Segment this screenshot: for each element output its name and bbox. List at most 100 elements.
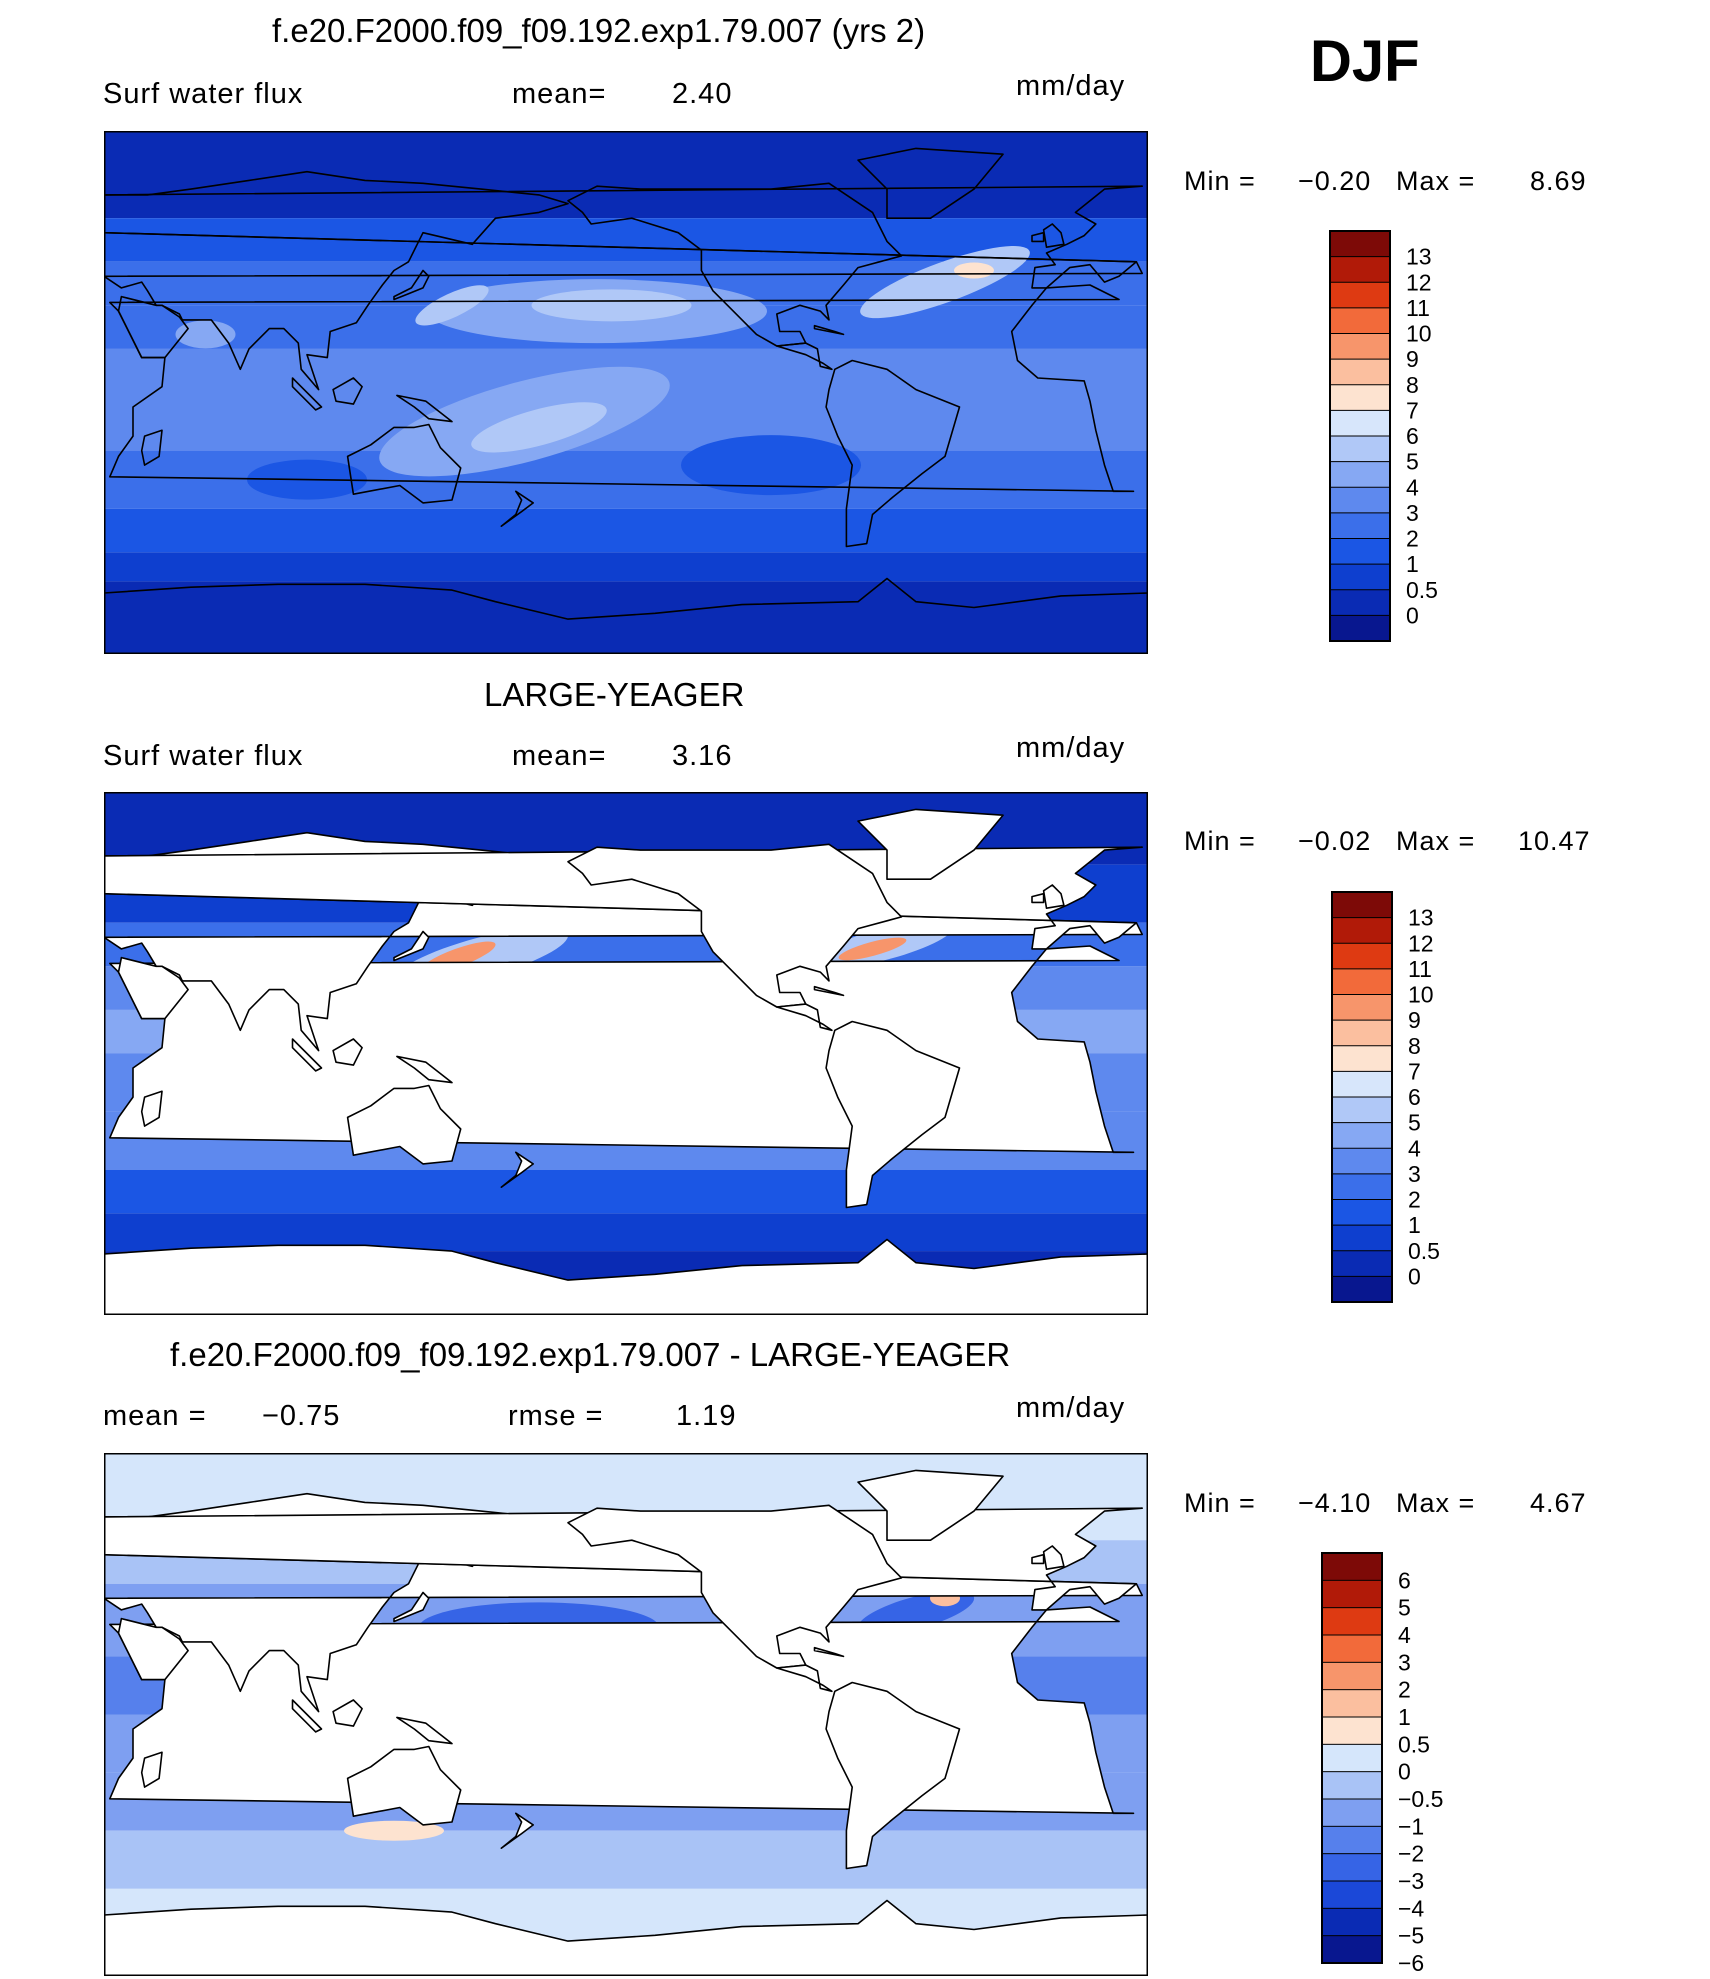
- colorbar-swatch: [1329, 307, 1391, 335]
- colorbar-tick-label: 6: [1398, 1567, 1411, 1593]
- colorbar-tick-label: −2: [1398, 1841, 1424, 1867]
- colorbar-tick-label: 0: [1408, 1263, 1421, 1289]
- colorbar-tick-label: 1: [1408, 1212, 1421, 1238]
- mean-label: mean=: [512, 78, 607, 110]
- colorbar-swatch: [1321, 1907, 1383, 1937]
- coastline-northAmerica: [567, 1504, 903, 1669]
- colorbar-swatch: [1331, 1250, 1393, 1278]
- map-observations: [104, 792, 1148, 1315]
- coastline-antarctica: [104, 1899, 1148, 1976]
- colorbar-swatch: [1329, 358, 1391, 386]
- coastline-madagascar: [140, 1751, 163, 1788]
- coastline-greenland: [857, 808, 1004, 880]
- rmse-value: 1.19: [676, 1400, 737, 1432]
- colorbar-tick-label: 3: [1398, 1649, 1411, 1675]
- units-label: mm/day: [1016, 732, 1126, 764]
- colorbar-tick-label: 13: [1408, 905, 1434, 931]
- season-label: DJF: [1310, 29, 1420, 94]
- colorbar-tick-label: −1: [1398, 1813, 1424, 1839]
- coastline-eurasia: [104, 170, 1143, 391]
- coastline-japan: [393, 269, 430, 301]
- colorbar-swatch: [1331, 917, 1393, 945]
- coastline-uk2: [1031, 1553, 1045, 1565]
- mean-label: mean=: [512, 740, 607, 772]
- colorbar-swatch: [1329, 384, 1391, 412]
- panel-title: f.e20.F2000.f09_f09.192.exp1.79.007 - LA…: [170, 1336, 1011, 1373]
- colorbar-swatch: [1329, 230, 1391, 258]
- coastline-newZealand: [500, 1812, 534, 1849]
- coastline-southAmerica: [825, 359, 961, 548]
- coastline-newGuinea: [396, 394, 453, 423]
- coastline-uk2: [1031, 231, 1045, 243]
- coastline-sumatra: [291, 377, 323, 411]
- colorbar-swatch: [1329, 512, 1391, 540]
- colorbar-tick-label: 4: [1398, 1622, 1411, 1648]
- colorbar-tick-label: 0: [1406, 602, 1419, 628]
- colorbar-swatch: [1329, 589, 1391, 617]
- panel-title: LARGE-YEAGER: [484, 676, 745, 713]
- colorbar-tick-label: 5: [1406, 449, 1419, 475]
- max-value: 10.47: [1518, 826, 1591, 856]
- colorbar-swatch: [1321, 1743, 1383, 1773]
- colorbar-tick-label: 0.5: [1398, 1731, 1430, 1757]
- colorbar-swatch: [1329, 281, 1391, 309]
- colorbar-swatch: [1329, 256, 1391, 284]
- min-value: −0.02: [1298, 826, 1372, 856]
- colorbar-swatch: [1321, 1661, 1383, 1691]
- rmse-label: rmse =: [508, 1400, 604, 1432]
- coastline-borneo: [332, 1699, 363, 1727]
- colorbar-swatch: [1329, 614, 1391, 642]
- colorbar-tick-label: 8: [1408, 1033, 1421, 1059]
- colorbar-tick-label: 9: [1408, 1007, 1421, 1033]
- colorbar-swatch: [1331, 1019, 1393, 1047]
- coastline-arabia: [117, 1617, 189, 1681]
- colorbar-tick-label: 2: [1406, 526, 1419, 552]
- colorbar-swatch: [1329, 563, 1391, 591]
- coastline-antarctica: [104, 577, 1148, 654]
- coastline-newZealand: [500, 490, 534, 527]
- colorbar-swatch: [1331, 968, 1393, 996]
- min-value: −0.20: [1298, 166, 1372, 196]
- colorbar-tick-label: −4: [1398, 1895, 1424, 1921]
- coastline-madagascar: [140, 1090, 163, 1127]
- colorbar-tick-label: 12: [1406, 269, 1432, 295]
- min-label: Min =: [1184, 166, 1256, 196]
- coastline-arabia: [117, 295, 189, 359]
- colorbar-tick-label: 0.5: [1406, 577, 1438, 603]
- coastline-cuba: [813, 1646, 845, 1658]
- coastline-newGuinea: [396, 1716, 453, 1745]
- min-value: −4.10: [1298, 1488, 1372, 1518]
- colorbar-swatch: [1329, 538, 1391, 565]
- colorbar-tick-label: 0: [1398, 1759, 1411, 1785]
- coastline-antarctica: [104, 1238, 1148, 1315]
- max-label: Max =: [1396, 166, 1476, 196]
- colorbar-tick-label: −0.5: [1398, 1786, 1443, 1812]
- colorbar-swatch: [1329, 461, 1391, 489]
- coastline-sumatra: [291, 1038, 323, 1072]
- max-value: 4.67: [1530, 1488, 1587, 1518]
- coastline-australia: [346, 1084, 462, 1165]
- colorbar-tick-label: 11: [1406, 295, 1430, 321]
- coastline-africa: [109, 284, 1135, 493]
- coastline-europeWest: [104, 185, 1143, 289]
- map-difference: [104, 1453, 1148, 1976]
- min-label: Min =: [1184, 1488, 1256, 1518]
- colorbar-swatch: [1321, 1771, 1383, 1800]
- colorbar-tick-label: 0.5: [1408, 1238, 1440, 1264]
- colorbar-tick-label: 11: [1408, 956, 1432, 982]
- colorbar-swatch: [1321, 1607, 1383, 1636]
- colorbar-swatch: [1331, 942, 1393, 970]
- colorbar-swatch: [1329, 409, 1391, 437]
- colorbar-tick-label: 9: [1406, 346, 1419, 372]
- colorbar-swatch: [1331, 1224, 1393, 1252]
- colorbar-tick-label: 1: [1406, 551, 1419, 577]
- coastline-centralAmerica: [776, 342, 833, 371]
- colorbar-tick-label: −5: [1398, 1923, 1424, 1949]
- map-model: [104, 131, 1148, 654]
- colorbar-tick-label: 7: [1406, 397, 1419, 423]
- mean-value: −0.75: [262, 1400, 341, 1432]
- colorbar-swatch: [1321, 1935, 1383, 1964]
- coastline-borneo: [332, 1038, 363, 1066]
- coastline-australia: [346, 1745, 462, 1826]
